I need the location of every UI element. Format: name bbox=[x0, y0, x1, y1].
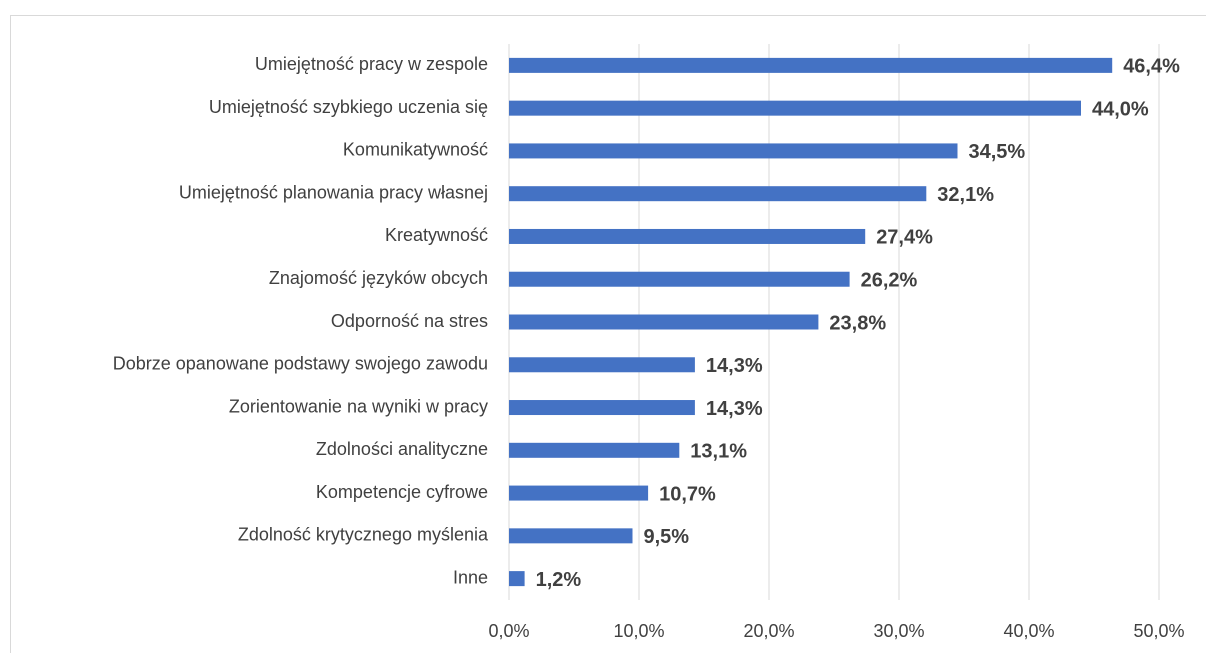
bar bbox=[509, 485, 649, 501]
y-tick-label: Umiejętność szybkiego uczenia się bbox=[209, 97, 488, 117]
value-label: 27,4% bbox=[876, 227, 933, 249]
value-label: 1,2% bbox=[536, 569, 582, 591]
y-tick-label: Umiejętność pracy w zespole bbox=[255, 54, 488, 74]
y-tick-label: Odporność na stres bbox=[331, 311, 488, 331]
value-label: 26,2% bbox=[861, 270, 918, 292]
bar bbox=[509, 571, 525, 587]
bar bbox=[509, 143, 958, 159]
y-tick-label: Znajomość języków obcych bbox=[269, 268, 488, 288]
value-label: 13,1% bbox=[690, 441, 747, 463]
x-tick-label: 0,0% bbox=[488, 621, 529, 641]
value-label: 14,3% bbox=[706, 398, 763, 420]
y-tick-label: Zorientowanie na wyniki w pracy bbox=[229, 396, 488, 416]
x-tick-label: 50,0% bbox=[1133, 621, 1184, 641]
y-tick-label: Komunikatywność bbox=[343, 140, 488, 160]
value-label: 32,1% bbox=[937, 184, 994, 206]
bar bbox=[509, 442, 680, 458]
chart-border bbox=[10, 15, 1206, 653]
bar bbox=[509, 400, 695, 416]
value-label: 34,5% bbox=[969, 141, 1026, 163]
bar bbox=[509, 100, 1081, 116]
x-tick-label: 40,0% bbox=[1003, 621, 1054, 641]
x-tick-label: 10,0% bbox=[613, 621, 664, 641]
bar bbox=[509, 186, 927, 202]
y-tick-label: Zdolność krytycznego myślenia bbox=[238, 525, 489, 545]
value-label: 23,8% bbox=[829, 312, 886, 334]
value-label: 9,5% bbox=[644, 526, 690, 548]
y-tick-label: Umiejętność planowania pracy własnej bbox=[179, 182, 488, 202]
value-label: 14,3% bbox=[706, 355, 763, 377]
value-label: 10,7% bbox=[659, 483, 716, 505]
value-label: 44,0% bbox=[1092, 98, 1149, 120]
bar bbox=[509, 528, 633, 544]
bar bbox=[509, 271, 850, 287]
bar bbox=[509, 314, 819, 330]
bar bbox=[509, 357, 695, 373]
y-tick-label: Kreatywność bbox=[385, 225, 488, 245]
bar bbox=[509, 57, 1113, 73]
x-tick-label: 30,0% bbox=[873, 621, 924, 641]
y-tick-label: Zdolności analityczne bbox=[316, 439, 488, 459]
x-tick-label: 20,0% bbox=[743, 621, 794, 641]
y-tick-label: Dobrze opanowane podstawy swojego zawodu bbox=[113, 354, 488, 374]
bar bbox=[509, 228, 866, 244]
value-label: 46,4% bbox=[1123, 56, 1180, 78]
y-tick-label: Inne bbox=[453, 567, 488, 587]
y-tick-label: Kompetencje cyfrowe bbox=[316, 482, 488, 502]
